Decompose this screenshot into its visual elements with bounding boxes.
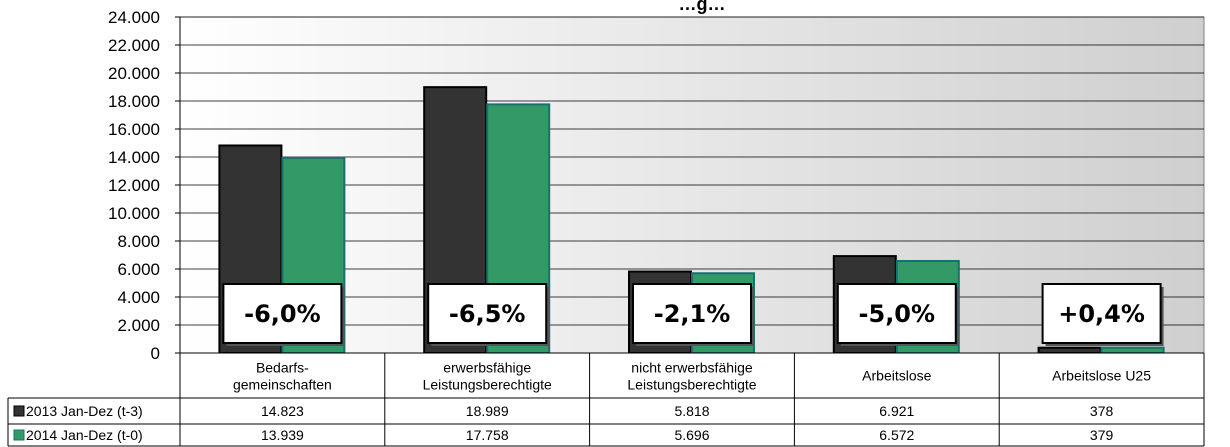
table-cell: 18.989 — [466, 403, 509, 419]
change-label-box — [427, 283, 548, 344]
legend-label: 2013 Jan-Dez (t-3) — [26, 403, 143, 419]
chart-title: …g… — [679, 0, 726, 14]
legend-key — [13, 405, 25, 417]
y-tick-label: 10.000 — [108, 204, 160, 223]
table-cell: 6.921 — [879, 403, 914, 419]
legend-key — [13, 429, 25, 441]
data-table: Bedarfs-gemeinschaften erwerbsfähige Leist… — [7, 352, 1205, 447]
y-tick-label: 2.000 — [117, 316, 160, 335]
change-label: +0,4% — [1058, 300, 1145, 328]
y-tick-label: 6.000 — [117, 260, 160, 279]
y-axis: 0 2.000 4.000 6.000 8.000 10.000 12.000 14.000 1… — [108, 8, 181, 363]
bar-2013 — [1037, 346, 1102, 355]
category-label: Bedarfs-gemeinschaften — [233, 360, 332, 393]
y-tick-label: 4.000 — [117, 288, 160, 307]
y-tick-label: 14.000 — [108, 148, 160, 167]
legend-label: 2014 Jan-Dez (t-0) — [26, 427, 143, 443]
category-label: Arbeitslose U25 — [1052, 368, 1151, 384]
change-label-box — [222, 283, 343, 344]
y-tick-label: 12.000 — [108, 176, 160, 195]
category-label: Arbeitslose — [862, 368, 931, 384]
change-label: -6,5% — [449, 300, 526, 328]
y-tick-label: 18.000 — [108, 92, 160, 111]
table-cell: 5.696 — [674, 427, 709, 443]
y-tick-label: 24.000 — [108, 8, 160, 27]
table-background — [180, 353, 1204, 446]
table-cell: 17.758 — [466, 427, 509, 443]
table-cell: 379 — [1090, 427, 1114, 443]
table-cell: 378 — [1090, 403, 1114, 419]
table-cell: 14.823 — [261, 403, 304, 419]
y-tick-label: 8.000 — [117, 232, 160, 251]
change-label: -5,0% — [859, 300, 936, 328]
change-label-box — [836, 283, 957, 344]
change-label: -2,1% — [654, 300, 731, 328]
change-labels: -6,0% -6,5% -2,1% -5,0% +0,4% — [222, 283, 1164, 346]
y-tick-label: 22.000 — [108, 36, 160, 55]
y-tick-label: 20.000 — [108, 64, 160, 83]
change-label: -6,0% — [244, 300, 321, 328]
category-label: nicht erwerbsfähige Leistungsberechtigte — [627, 360, 756, 393]
change-label-box — [632, 283, 752, 344]
y-tick-label: 16.000 — [108, 120, 160, 139]
table-cell: 5.818 — [674, 403, 709, 419]
change-label-box — [1041, 283, 1162, 344]
bar-2014 — [1100, 346, 1165, 354]
table-cell: 6.572 — [879, 427, 914, 443]
y-tick-label: 0 — [151, 344, 160, 363]
table-cell: 13.939 — [261, 427, 304, 443]
category-label: erwerbsfähige Leistungsberechtigte — [423, 360, 552, 393]
